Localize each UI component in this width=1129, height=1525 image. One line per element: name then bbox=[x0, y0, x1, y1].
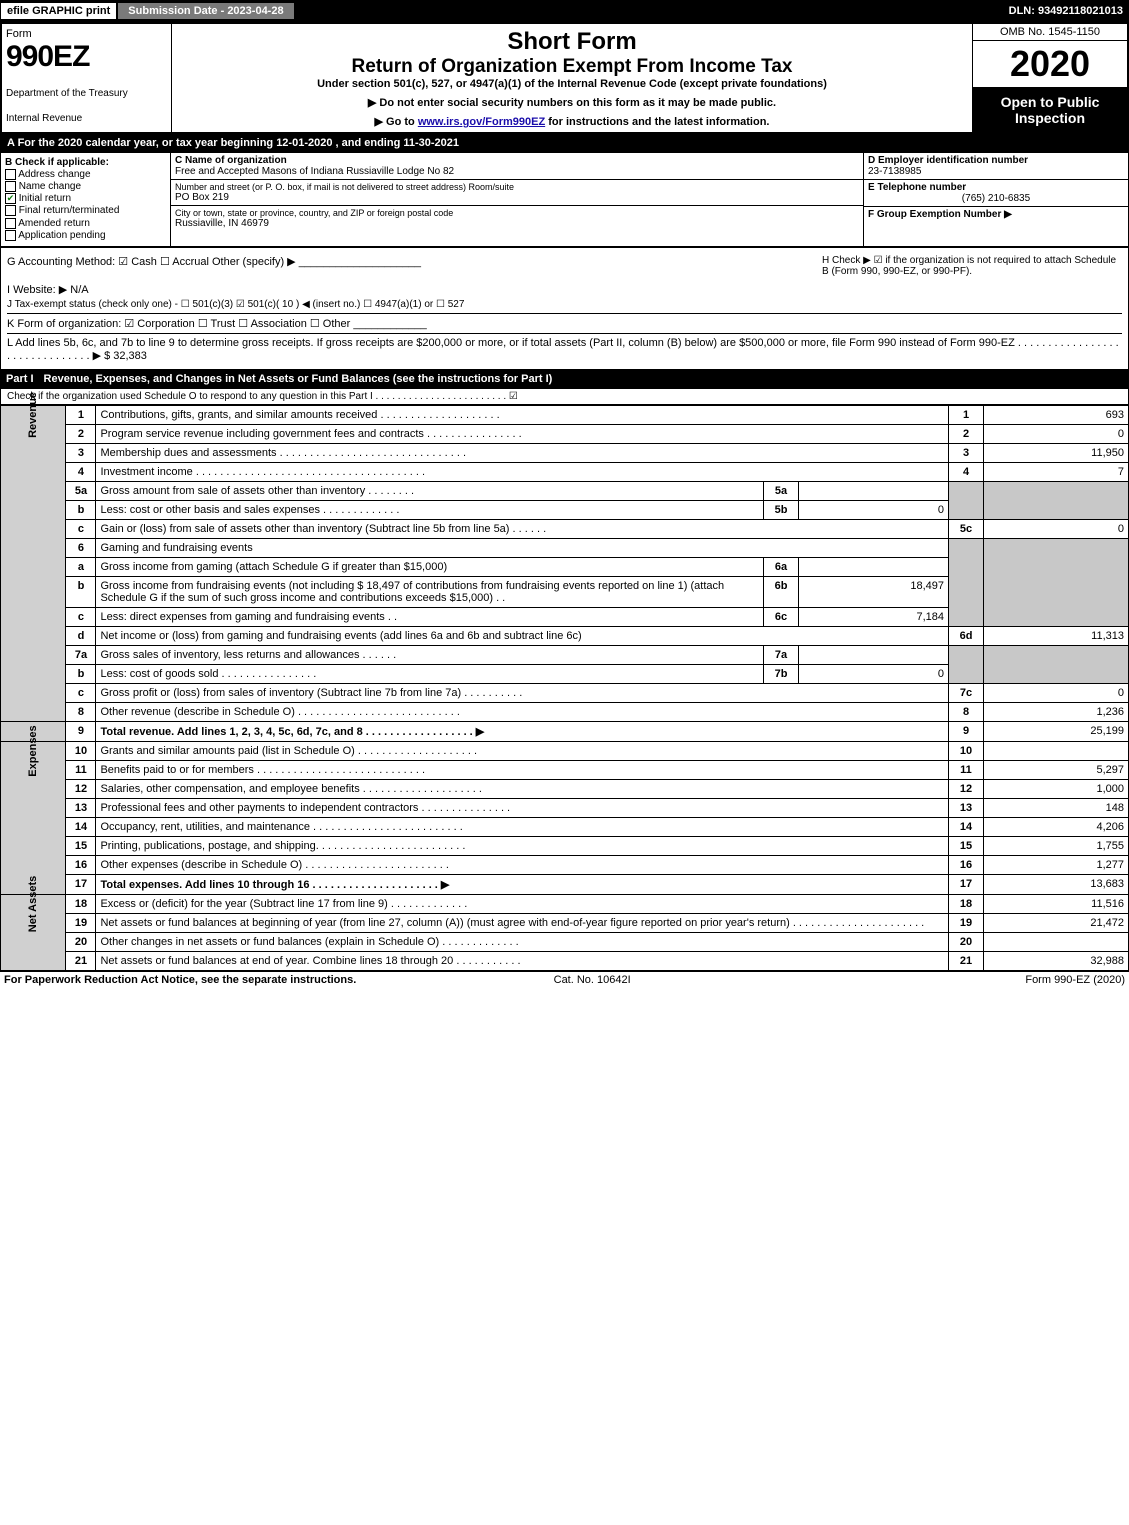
header-middle: Short Form Return of Organization Exempt… bbox=[172, 24, 972, 132]
footer-right: Form 990-EZ (2020) bbox=[1025, 974, 1125, 986]
line-j: J Tax-exempt status (check only one) - ☐… bbox=[7, 299, 1122, 310]
line-g: G Accounting Method: ☑ Cash ☐ Accrual Ot… bbox=[7, 255, 822, 277]
subtitle: Under section 501(c), 527, or 4947(a)(1)… bbox=[176, 78, 968, 90]
note-goto: ▶ Go to www.irs.gov/Form990EZ for instru… bbox=[176, 115, 968, 128]
open-to-public: Open to Public Inspection bbox=[973, 88, 1127, 132]
line-l: L Add lines 5b, 6c, and 7b to line 9 to … bbox=[7, 333, 1122, 362]
c-name-row: C Name of organization Free and Accepted… bbox=[171, 153, 863, 180]
d-ein: D Employer identification number 23-7138… bbox=[864, 153, 1128, 180]
org-city: Russiaville, IN 46979 bbox=[175, 218, 859, 229]
dept-line1: Department of the Treasury bbox=[6, 88, 167, 99]
tax-year: 2020 bbox=[973, 41, 1127, 88]
org-address: PO Box 219 bbox=[175, 192, 859, 203]
f-group: F Group Exemption Number ▶ bbox=[864, 207, 1128, 222]
line-k: K Form of organization: ☑ Corporation ☐ … bbox=[7, 313, 1122, 330]
col-def: D Employer identification number 23-7138… bbox=[863, 153, 1128, 246]
header-right: OMB No. 1545-1150 2020 Open to Public In… bbox=[972, 24, 1127, 132]
col-c: C Name of organization Free and Accepted… bbox=[171, 153, 863, 246]
efile-label: efile GRAPHIC print bbox=[0, 2, 117, 20]
c-addr-row: Number and street (or P. O. box, if mail… bbox=[171, 180, 863, 206]
org-name: Free and Accepted Masons of Indiana Russ… bbox=[175, 166, 859, 177]
e-phone: E Telephone number (765) 210-6835 bbox=[864, 180, 1128, 207]
title-short-form: Short Form bbox=[176, 28, 968, 56]
chk-address-change[interactable]: Address change bbox=[5, 169, 166, 180]
b-label: B Check if applicable: bbox=[5, 157, 166, 168]
submission-date: Submission Date - 2023-04-28 bbox=[117, 2, 294, 20]
chk-name-change[interactable]: Name change bbox=[5, 181, 166, 192]
top-bar: efile GRAPHIC print Submission Date - 20… bbox=[0, 0, 1129, 22]
part-1-check: Check if the organization used Schedule … bbox=[0, 388, 1129, 405]
irs-link[interactable]: www.irs.gov/Form990EZ bbox=[418, 116, 545, 128]
part-1-table: Revenue 1 Contributions, gifts, grants, … bbox=[0, 405, 1129, 971]
note-ssn: ▶ Do not enter social security numbers o… bbox=[176, 96, 968, 109]
line-1-val: 693 bbox=[984, 405, 1129, 424]
section-b-thru-f: B Check if applicable: Address change Na… bbox=[0, 152, 1129, 247]
line-1-desc: Contributions, gifts, grants, and simila… bbox=[96, 405, 949, 424]
page-footer: For Paperwork Reduction Act Notice, see … bbox=[0, 971, 1129, 988]
chk-initial-return[interactable]: Initial return bbox=[5, 193, 166, 204]
part-1-header: Part I Revenue, Expenses, and Changes in… bbox=[0, 370, 1129, 388]
omb-number: OMB No. 1545-1150 bbox=[973, 24, 1127, 41]
side-revenue: Revenue bbox=[1, 405, 66, 721]
form-number: 990EZ bbox=[6, 40, 167, 74]
col-b: B Check if applicable: Address change Na… bbox=[1, 153, 171, 246]
c-city-row: City or town, state or province, country… bbox=[171, 206, 863, 231]
chk-amended[interactable]: Amended return bbox=[5, 218, 166, 229]
chk-pending[interactable]: Application pending bbox=[5, 230, 166, 241]
side-expenses: Expenses bbox=[1, 741, 66, 894]
line-i: I Website: ▶ N/A bbox=[7, 283, 1122, 296]
side-net-assets: Net Assets bbox=[1, 894, 66, 970]
form-label: Form bbox=[6, 28, 167, 40]
title-main: Return of Organization Exempt From Incom… bbox=[176, 56, 968, 78]
chk-final-return[interactable]: Final return/terminated bbox=[5, 205, 166, 216]
row-a-tax-year: A For the 2020 calendar year, or tax yea… bbox=[0, 134, 1129, 152]
dln: DLN: 93492118021013 bbox=[1009, 5, 1129, 17]
footer-left: For Paperwork Reduction Act Notice, see … bbox=[4, 974, 356, 986]
footer-mid: Cat. No. 10642I bbox=[554, 974, 631, 986]
header-left: Form 990EZ Department of the Treasury In… bbox=[2, 24, 172, 132]
line-h: H Check ▶ ☑ if the organization is not r… bbox=[822, 255, 1122, 277]
form-header: Form 990EZ Department of the Treasury In… bbox=[0, 22, 1129, 134]
dept-line2: Internal Revenue bbox=[6, 113, 167, 124]
rows-g-to-l: G Accounting Method: ☑ Cash ☐ Accrual Ot… bbox=[0, 247, 1129, 370]
